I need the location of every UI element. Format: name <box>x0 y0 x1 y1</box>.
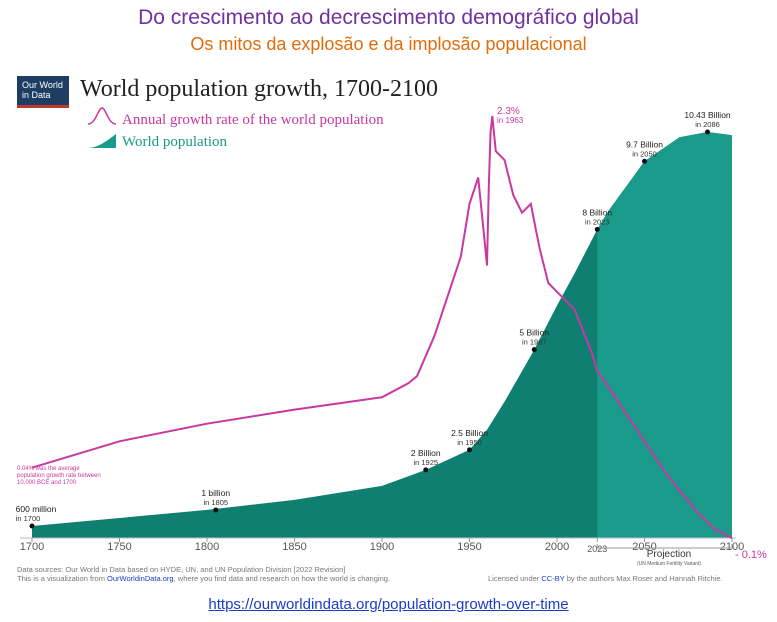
milestone-sublabel: in 2050 <box>632 149 657 158</box>
end-growth-label: - 0.1% <box>735 549 767 561</box>
milestone-label: 5 Billion <box>519 328 549 338</box>
milestone-dot <box>642 158 647 164</box>
owid-site-link[interactable]: OurWorldinData.org <box>107 574 174 583</box>
milestone-dot <box>705 129 710 135</box>
milestone-dot <box>213 507 219 513</box>
license-post: by the authors Max Roser and Hannah Ritc… <box>567 574 723 583</box>
milestone-dot <box>531 347 537 353</box>
average-growth-note: 0.04% was the average population growth r… <box>17 466 101 486</box>
milestone-dot <box>594 226 600 232</box>
projection-bracket <box>596 544 733 549</box>
milestone-sublabel: in 1987 <box>522 338 547 347</box>
x-tick-label: 1700 <box>20 541 44 553</box>
milestone-sublabel: in 1925 <box>413 458 438 467</box>
x-tick-label: 2050 <box>632 541 656 553</box>
slide-subtitle: Os mitos da explosão e da implosão popul… <box>190 34 587 54</box>
milestone-label: 10.43 Billion <box>684 110 731 120</box>
projection-area <box>597 132 732 538</box>
projection-label: Projection <box>647 549 691 560</box>
visualization-text: This is a visualization from OurWorldinD… <box>17 574 390 583</box>
source-url-link[interactable]: https://ourworldindata.org/population-gr… <box>208 596 569 613</box>
legend-population-label: World population <box>122 134 228 150</box>
x-tick-label: 1800 <box>195 541 219 553</box>
projection-sublabel: (UN Medium Fertility Variant) <box>637 561 701 567</box>
peak-value-label: 2.3% <box>497 106 520 117</box>
x-tick-label: 2000 <box>545 541 569 553</box>
license-text: Licensed under CC-BY by the authors Max … <box>488 574 723 583</box>
x-tick-label: 2023 <box>587 544 607 554</box>
milestone-label: 2.5 Billion <box>451 428 488 438</box>
x-tick-label: 1750 <box>107 541 131 553</box>
milestone-sublabel: in 2023 <box>585 217 610 226</box>
population-area <box>32 132 732 538</box>
milestone-label: 8 Billion <box>582 207 612 217</box>
visualization-pre: This is a visualization from <box>17 574 105 583</box>
legend: Annual growth rate of the world populati… <box>87 107 384 150</box>
milestone-sublabel: in 1950 <box>457 438 482 447</box>
logo-line-2: in Data <box>22 90 51 100</box>
growth-rate-line <box>31 115 733 539</box>
logo-line-1: Our World <box>22 80 63 90</box>
x-tick-label: 1950 <box>457 541 481 553</box>
milestone-dot <box>423 467 429 473</box>
milestone-label: 2 Billion <box>411 448 441 458</box>
owid-logo[interactable]: Our World in Data <box>17 76 69 108</box>
x-tick-label: 1900 <box>370 541 394 553</box>
x-axis: 1700 1750 1800 1850 1900 1950 2000 2023 2050 2100 <box>20 537 744 554</box>
milestone-label: 1 billion <box>201 488 230 498</box>
cc-by-link[interactable]: CC-BY <box>541 574 564 583</box>
milestone-dot <box>29 523 35 529</box>
data-sources-text: Data sources: Our World in Data based on… <box>17 565 345 574</box>
peak-year-label: in 1963 <box>497 116 524 125</box>
milestone-label: 9.7 Billion <box>626 139 663 149</box>
milestone-sublabel: in 2086 <box>695 120 720 129</box>
milestone-dot <box>467 447 472 453</box>
license-pre: Licensed under <box>488 574 540 583</box>
population-area-layer <box>32 132 732 538</box>
chart-title: World population growth, 1700-2100 <box>80 76 439 102</box>
legend-growth-icon <box>87 107 117 125</box>
legend-growth-label: Annual growth rate of the world populati… <box>122 112 384 128</box>
legend-population-icon <box>88 134 116 148</box>
milestone-sublabel: in 1700 <box>16 514 41 523</box>
visualization-post: , where you find data and research on ho… <box>174 574 390 583</box>
slide-title: Do crescimento ao decrescimento demográf… <box>138 6 639 29</box>
growth-line-layer <box>31 115 733 539</box>
x-tick-label: 1850 <box>282 541 306 553</box>
milestone-label: 600 million <box>16 504 57 514</box>
milestone-sublabel: in 1805 <box>203 498 228 507</box>
